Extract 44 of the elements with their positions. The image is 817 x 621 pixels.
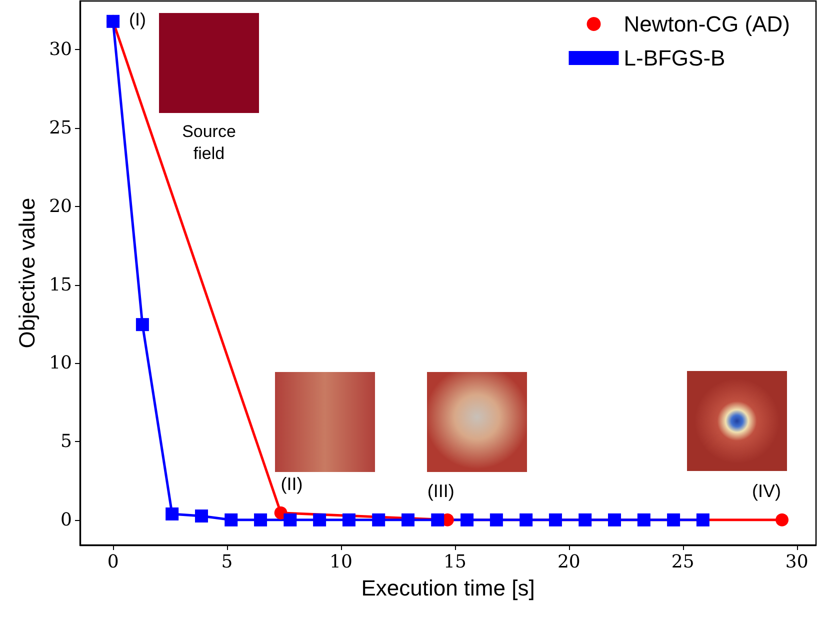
x-tick-label: 25 [671,552,694,572]
point [608,513,622,526]
x-tick-label: 5 [221,552,233,572]
point [313,513,326,526]
y-tick-label: 0 [60,509,72,530]
y-tick-label: 5 [60,431,72,452]
point [520,513,533,526]
point [372,513,386,526]
x-tick-label: 30 [785,552,808,572]
point [224,513,238,526]
y-tick-label: 10 [49,352,72,374]
x-tick-label: 0 [107,552,119,572]
point [460,513,474,526]
legend-label: Newton-CG (AD) [624,12,790,36]
point [431,513,444,526]
annotation: (IV) [752,480,782,501]
annotation: Source field [181,121,237,165]
point [696,513,710,526]
point [136,318,149,332]
x-axis-title: Execution time [s] [361,576,535,600]
annotation: (I) [129,9,146,30]
point [254,513,268,526]
point [490,513,503,526]
y-axis-title: Objective value [14,198,40,348]
point [342,513,356,526]
point [548,513,562,526]
point [637,513,650,526]
point [284,513,297,526]
point [776,513,789,526]
x-tick-label: 20 [557,552,580,572]
y-tick-label: 25 [49,117,72,138]
y-tick-label: 15 [49,274,72,296]
point [667,513,680,526]
point [194,509,208,522]
y-tick-label: 30 [49,39,72,60]
point [401,513,414,526]
point [578,513,592,526]
annotation: (II) [280,474,303,494]
x-tick-label: 15 [444,552,466,572]
x-tick-label: 10 [330,552,352,572]
point [166,507,179,520]
y-tick-label: 20 [49,196,72,217]
annotation: (III) [427,480,454,501]
legend-label: L-BFGS-B [624,46,726,70]
